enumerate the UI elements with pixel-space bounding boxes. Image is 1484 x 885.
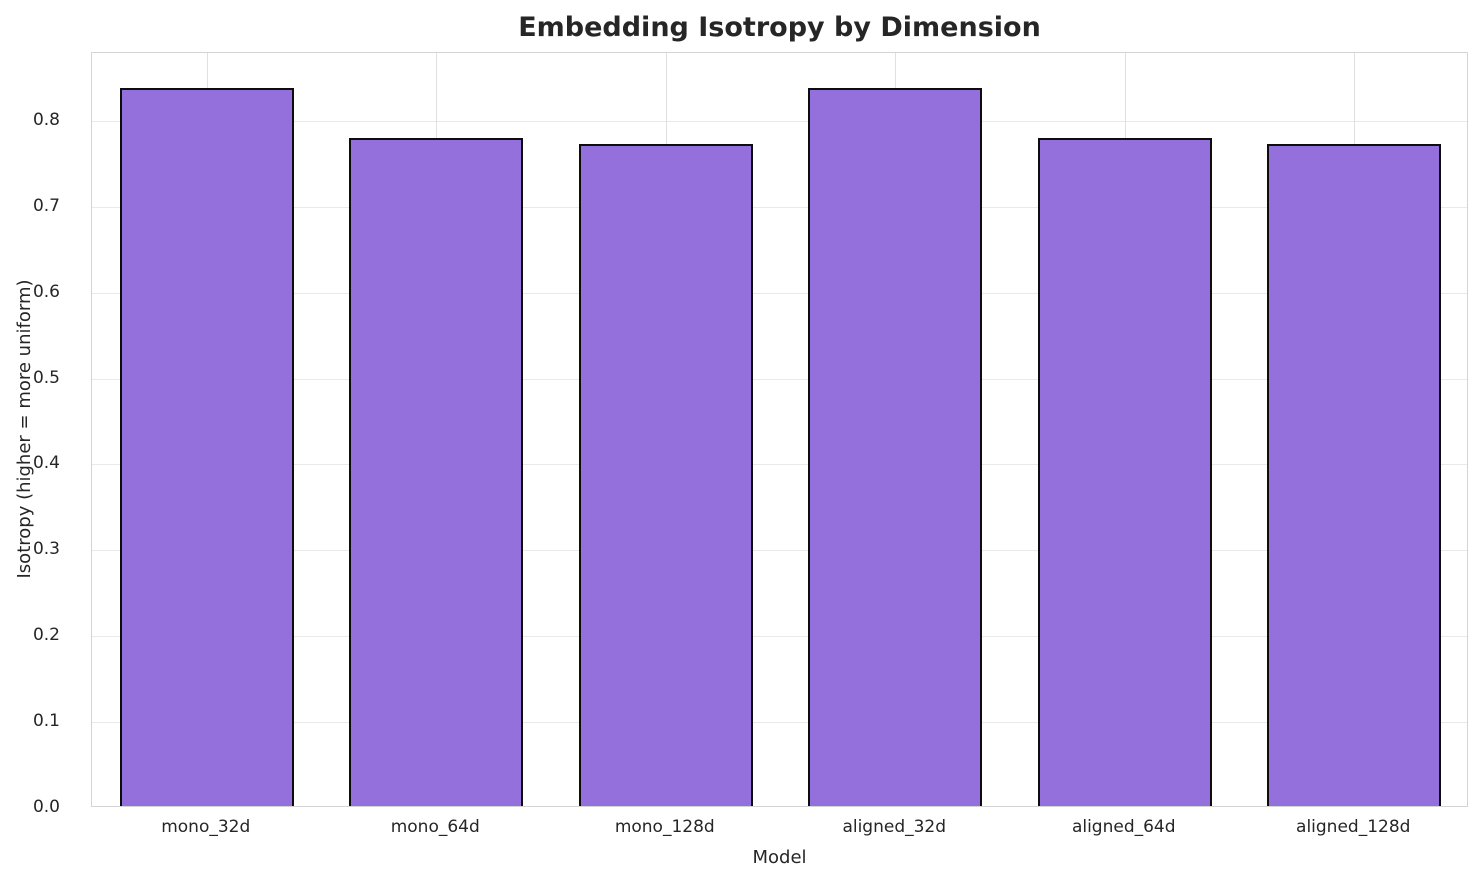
bar-aligned_128d: [1267, 143, 1442, 806]
x-axis-label: Model: [752, 847, 807, 868]
y-tick-label: 0.1: [32, 711, 60, 732]
bar-mono_128d: [578, 143, 753, 806]
gridline-horizontal: [92, 550, 1467, 552]
y-axis-label-text: Isotropy (higher = more uniform): [14, 279, 35, 579]
x-tick-label-aligned_32d: aligned_32d: [842, 817, 947, 837]
gridline-horizontal: [92, 464, 1467, 466]
gridline-horizontal: [92, 120, 1467, 122]
y-tick-label: 0.6: [32, 281, 60, 302]
y-tick-label: 0.7: [32, 195, 60, 216]
plot-area: [91, 52, 1468, 807]
gridline-horizontal: [92, 292, 1467, 294]
bar-mono_32d: [119, 87, 294, 806]
y-tick-label: 0.2: [32, 625, 60, 646]
gridline-horizontal: [92, 636, 1467, 638]
bar-mono_64d: [349, 137, 524, 806]
x-tick-label-aligned_64d: aligned_64d: [1071, 817, 1176, 837]
x-tick-label-mono_64d: mono_64d: [390, 817, 480, 837]
x-tick-label-aligned_128d: aligned_128d: [1296, 817, 1411, 837]
gridline-horizontal: [92, 378, 1467, 380]
y-tick-label: 0.4: [32, 453, 60, 474]
x-tick-label-mono_128d: mono_128d: [614, 817, 715, 837]
y-tick-label: 0.8: [32, 109, 60, 130]
bar-aligned_32d: [808, 87, 983, 806]
chart-title: Embedding Isotropy by Dimension: [518, 12, 1041, 43]
y-tick-label: 0.0: [32, 797, 60, 817]
x-tick-label-mono_32d: mono_32d: [161, 817, 251, 837]
bar-aligned_64d: [1037, 137, 1212, 806]
gridline-horizontal: [92, 722, 1467, 724]
y-tick-label: 0.5: [32, 367, 60, 388]
y-tick-label: 0.3: [32, 539, 60, 560]
gridline-horizontal: [92, 206, 1467, 208]
